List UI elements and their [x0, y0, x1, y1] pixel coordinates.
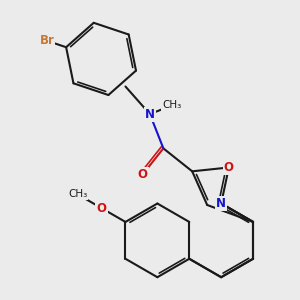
Text: N: N	[145, 108, 155, 121]
Text: CH₃: CH₃	[163, 100, 182, 110]
Text: O: O	[97, 202, 106, 214]
Text: O: O	[224, 161, 234, 174]
Text: O: O	[138, 168, 148, 181]
Text: N: N	[216, 197, 226, 210]
Text: Br: Br	[40, 34, 54, 47]
Text: CH₃: CH₃	[68, 189, 87, 199]
